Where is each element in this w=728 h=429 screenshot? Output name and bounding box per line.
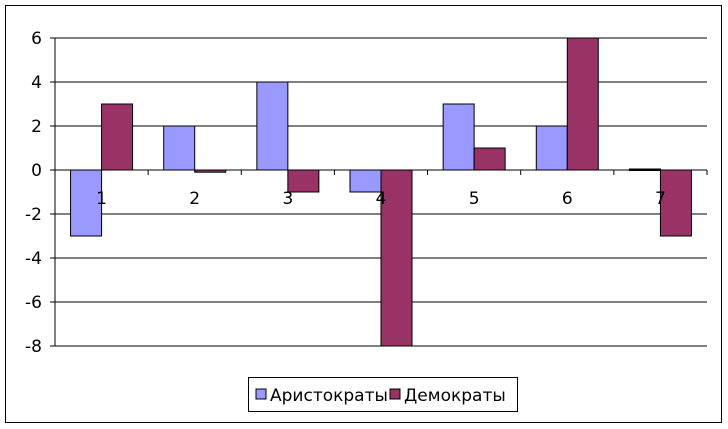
bar-democrats-6 (566, 37, 599, 171)
y-tick-label: -8 (25, 337, 42, 357)
x-tick-label: 6 (562, 189, 573, 209)
y-tick-label: -6 (25, 293, 42, 313)
bar-democrats-7 (659, 169, 692, 237)
legend-swatch-aristocrats (255, 388, 267, 400)
y-tick-label: -4 (25, 249, 42, 269)
legend-swatch-democrats (389, 388, 401, 400)
legend-label-aristocrats: Аристократы (270, 386, 388, 406)
x-tick-label: 7 (655, 189, 666, 209)
bar-aristocrats-5 (442, 103, 475, 171)
bar-aristocrats-6 (535, 125, 568, 171)
y-tick-label: 6 (31, 29, 42, 49)
bar-democrats-5 (473, 147, 506, 171)
bar-aristocrats-2 (163, 125, 196, 171)
x-tick-label: 2 (189, 189, 200, 209)
x-tick-label: 3 (282, 189, 293, 209)
bar-democrats-1 (101, 103, 134, 171)
y-tick-label: 2 (31, 117, 42, 137)
x-tick-label: 4 (376, 189, 387, 209)
legend-box (248, 377, 518, 412)
x-tick-label: 1 (96, 189, 107, 209)
bar-aristocrats-3 (256, 81, 289, 171)
bar-aristocrats-1 (70, 169, 103, 237)
y-tick-label: 0 (31, 161, 42, 181)
y-tick-label: -2 (25, 205, 42, 225)
x-tick-label: 5 (469, 189, 480, 209)
y-tick-label: 4 (31, 73, 42, 93)
legend-label-democrats: Демократы (404, 386, 506, 406)
